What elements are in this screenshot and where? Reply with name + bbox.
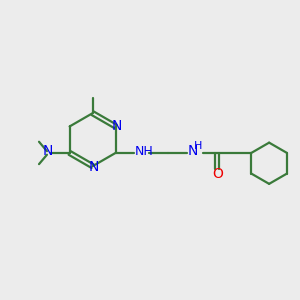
Text: N: N — [88, 160, 99, 174]
Text: N: N — [42, 144, 53, 158]
Text: O: O — [212, 167, 223, 182]
Text: N: N — [188, 144, 198, 158]
Text: NH: NH — [134, 145, 153, 158]
Text: H: H — [194, 142, 202, 152]
Text: N: N — [111, 118, 122, 133]
